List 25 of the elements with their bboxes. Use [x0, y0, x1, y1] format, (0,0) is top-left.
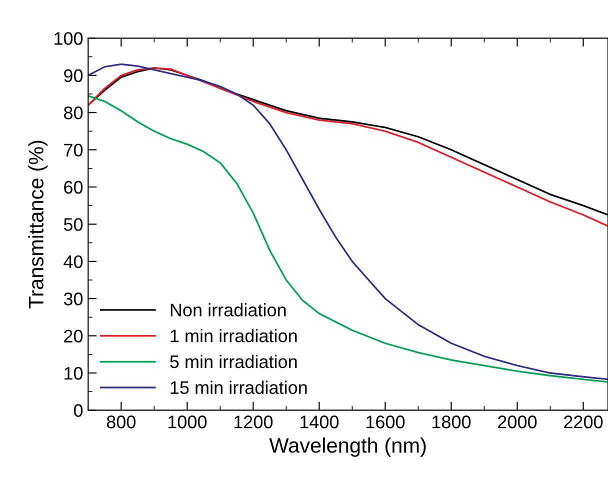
y-tick-label: 100: [54, 32, 83, 45]
legend-label: 15 min irradiation: [170, 380, 307, 394]
x-tick-label: 800: [106, 416, 136, 428]
x-tick-label: 1400: [300, 416, 339, 428]
x-tick-label: 1600: [366, 416, 405, 428]
y-tick-label: 50: [64, 218, 83, 231]
legend-label: 1 min irradiation: [170, 329, 297, 342]
y-tick-label: 10: [64, 366, 83, 380]
legend-label: 5 min irradiation: [170, 354, 297, 368]
y-axis-title: Transmittance (%): [28, 140, 48, 308]
x-tick-label: 2200: [564, 416, 603, 428]
x-tick-label: 1200: [234, 416, 273, 428]
y-tick-label: 40: [64, 255, 83, 268]
y-tick-label: 80: [64, 106, 83, 120]
y-tick-label: 70: [64, 144, 83, 156]
y-tick-label: 20: [64, 330, 83, 343]
x-tick-label: 1000: [168, 416, 207, 428]
y-tick-label: 60: [64, 180, 83, 194]
x-tick-label: 1800: [432, 416, 471, 428]
y-tick-label: 0: [74, 404, 83, 417]
legend-label: Non irradiation: [170, 303, 286, 316]
x-tick-label: 2000: [498, 416, 537, 428]
x-axis-title: Wavelength (nm): [269, 437, 426, 457]
y-tick-label: 30: [64, 292, 83, 306]
y-tick-label: 90: [64, 69, 83, 82]
